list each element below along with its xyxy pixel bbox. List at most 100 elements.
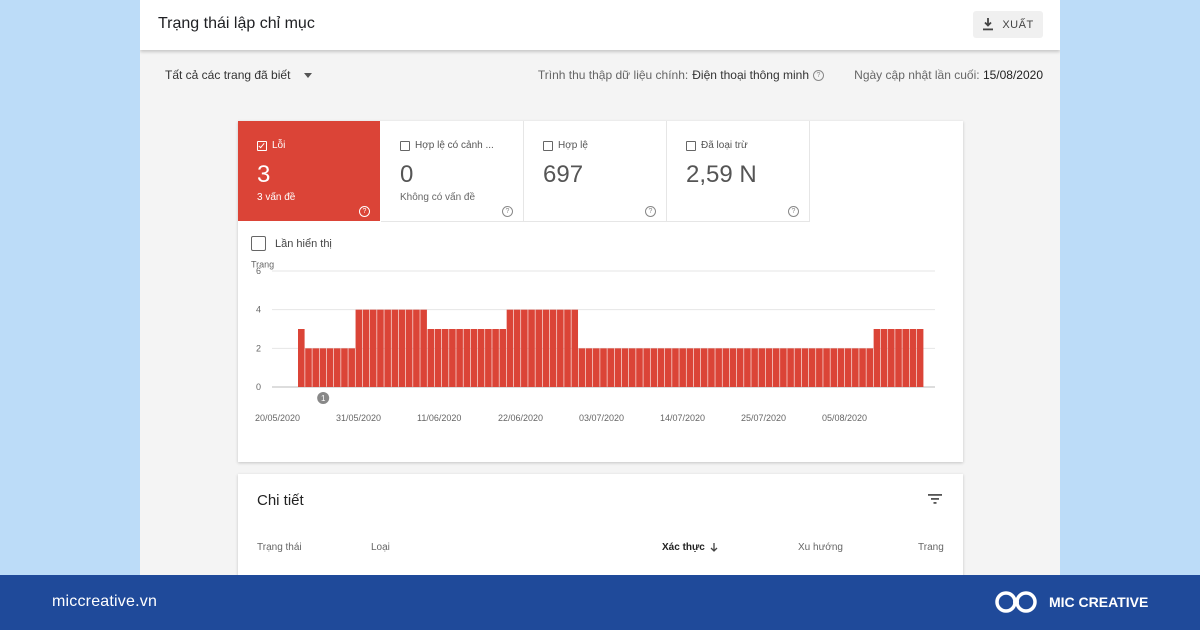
bar [535, 309, 543, 387]
filter-bar: Tất cả các trang đã biết Trình thu thập … [140, 62, 1060, 88]
bar [736, 348, 744, 387]
bar [722, 348, 730, 387]
export-button[interactable]: XUẤT [973, 11, 1043, 38]
site-url[interactable]: miccreative.vn [52, 593, 158, 610]
updated-value: 15/08/2020 [982, 68, 1043, 82]
bar [844, 348, 852, 387]
bar [837, 348, 845, 387]
tile-sub: 3 vấn đề [257, 192, 296, 203]
bar [607, 348, 614, 387]
help-icon[interactable]: ? [645, 206, 656, 217]
bar [650, 348, 658, 387]
x-tick-label: 05/08/2020 [822, 413, 867, 423]
bar [621, 348, 629, 387]
bar [398, 309, 406, 387]
annotation-marker [317, 392, 330, 404]
bar [326, 348, 334, 387]
crawler-label: Trình thu thập dữ liệu chính: [537, 68, 689, 82]
bar [657, 348, 665, 387]
details-card: Chi tiết Trạng thái Loại Xác thực Xu hướ… [238, 474, 963, 575]
bar [909, 329, 917, 387]
bar [801, 348, 809, 387]
export-label: XUẤT [1002, 18, 1034, 31]
bar [456, 329, 463, 387]
x-tick-label: 25/07/2020 [741, 413, 786, 423]
tile-errors[interactable]: Lỗi 3 3 vấn đề ? [238, 121, 380, 221]
bar [700, 348, 708, 387]
bar [405, 309, 413, 387]
bar [420, 309, 427, 387]
bar [298, 329, 305, 387]
bar [341, 348, 348, 387]
tile-sub: Không có vấn đề [400, 192, 476, 203]
bar [873, 329, 881, 387]
crawler-value: Điện thoại thông minh [692, 68, 809, 82]
checkbox-icon[interactable] [543, 140, 553, 151]
bar [578, 348, 586, 387]
bar [888, 329, 895, 387]
help-icon[interactable]: ? [788, 206, 799, 217]
col-type[interactable]: Loại [371, 542, 390, 553]
bar [384, 309, 391, 387]
col-validation[interactable]: Xác thực [662, 542, 718, 553]
bar [672, 348, 679, 387]
checkbox-icon[interactable] [686, 140, 696, 151]
checkbox-icon[interactable] [400, 140, 410, 151]
bar [477, 329, 485, 387]
checkbox-checked-icon[interactable] [257, 140, 267, 151]
bar [628, 348, 636, 387]
bar [880, 329, 888, 387]
bar [362, 309, 370, 387]
bar [585, 348, 593, 387]
tile-excluded[interactable]: Đã loại trừ 2,59 N ? [667, 121, 810, 222]
x-tick-label: 11/06/2020 [417, 413, 461, 423]
col-pages[interactable]: Trang [918, 542, 944, 553]
y-tick-label: 0 [256, 382, 261, 392]
errors-bar-chart: Trang 0 2 4 6 1 20/05/2020 31/05/2020 11/06/2020… [251, 261, 935, 423]
filter-icon[interactable] [928, 494, 942, 504]
col-trend[interactable]: Xu hướng [798, 542, 843, 553]
coverage-chart-card: Lỗi 3 3 vấn đề ? Hợp lệ có cảnh ... 0 Kh… [238, 121, 963, 462]
last-updated: Ngày cập nhật lần cuối: 15/08/2020 [854, 68, 1043, 82]
bar [808, 348, 816, 387]
bar [521, 309, 528, 387]
bar [830, 348, 838, 387]
help-icon[interactable]: ? [502, 206, 513, 217]
x-tick-label: 14/07/2020 [660, 413, 705, 423]
impressions-toggle[interactable]: Lần hiển thị [251, 236, 332, 251]
bar [564, 309, 571, 387]
bar [916, 329, 924, 387]
bar [729, 348, 737, 387]
help-icon[interactable]: ? [813, 69, 824, 81]
bar [377, 309, 384, 387]
tile-label: Lỗi [272, 140, 286, 151]
help-icon[interactable]: ? [359, 206, 370, 217]
tile-value: 0 [400, 161, 414, 188]
bar [513, 309, 521, 387]
bar [391, 309, 399, 387]
tile-label: Hợp lệ có cảnh ... [415, 140, 494, 151]
bar [369, 309, 377, 387]
tile-value: 697 [543, 161, 584, 188]
tile-valid-warnings[interactable]: Hợp lệ có cảnh ... 0 Không có vấn đề ? [381, 121, 524, 222]
bar [470, 329, 478, 387]
scope-value: Tất cả các trang đã biết [165, 68, 291, 82]
col-status[interactable]: Trạng thái [257, 542, 302, 553]
scope-dropdown[interactable]: Tất cả các trang đã biết [165, 68, 313, 82]
y-tick-label: 6 [256, 266, 261, 276]
chevron-down-icon [304, 72, 313, 78]
x-tick-label: 22/06/2020 [498, 413, 543, 423]
tile-valid[interactable]: Hợp lệ 697 ? [524, 121, 667, 222]
bar [557, 309, 564, 387]
tile-value: 2,59 N [686, 161, 757, 188]
bar [816, 348, 823, 387]
bar [600, 348, 607, 387]
top-bar: Trạng thái lập chỉ mục XUẤT [140, 0, 1060, 50]
brand-name: MIC CREATIVE [1049, 594, 1149, 610]
bar [333, 348, 341, 387]
updated-label: Ngày cập nhật lần cuối: [854, 68, 980, 82]
download-icon [983, 18, 994, 31]
bar [895, 329, 902, 387]
bar [549, 309, 557, 387]
bar [434, 329, 442, 387]
